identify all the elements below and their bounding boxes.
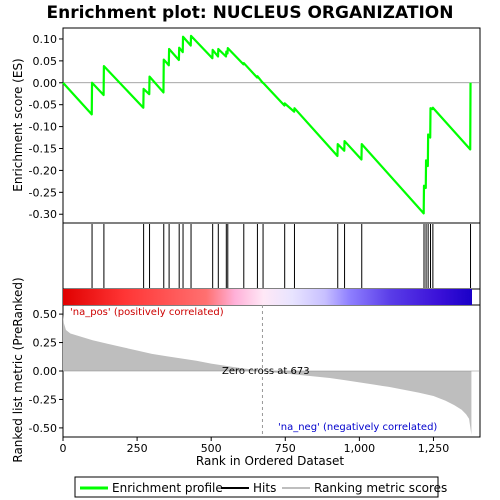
legend-hits-label: Hits (253, 481, 276, 495)
pos-correlated-label: 'na_pos' (positively correlated) (70, 307, 224, 318)
es-tick-label: 0.00 (33, 77, 58, 90)
ranking-heat-bar (63, 289, 472, 305)
legend-profile-label: Enrichment profile (112, 481, 223, 495)
hits-panel-frame (62, 222, 481, 290)
ranking-metric-area (63, 314, 472, 435)
es-tick-label: -0.20 (29, 164, 57, 177)
metric-tick-label: 0.50 (33, 308, 58, 321)
metric-tick-label: 0.00 (33, 365, 58, 378)
metric-tick-label: -0.50 (29, 422, 57, 435)
metric-axis-title: Ranked list metric (PreRanked) (11, 277, 25, 462)
x-tick-label: 500 (201, 442, 222, 455)
x-tick-label: 0 (60, 442, 67, 455)
metric-tick-label: 0.25 (33, 337, 58, 350)
x-tick-label: 750 (275, 442, 296, 455)
es-tick-label: -0.30 (29, 208, 57, 221)
neg-correlated-label: 'na_neg' (negatively correlated) (278, 422, 437, 433)
es-axis-title: Enrichment score (ES) (11, 58, 25, 191)
chart-title: Enrichment plot: NUCLEUS ORGANIZATION (47, 3, 454, 23)
legend-metric-label: Ranking metric scores (314, 481, 447, 495)
es-tick-label: -0.05 (29, 99, 57, 112)
es-panel-frame (62, 27, 481, 224)
x-tick-label: 250 (127, 442, 148, 455)
zero-cross-label: Zero cross at 673 (222, 366, 310, 377)
legend-box (74, 476, 439, 498)
metric-tick-label: -0.25 (29, 393, 57, 406)
es-tick-label: 0.10 (33, 33, 58, 46)
es-tick-label: -0.10 (29, 121, 57, 134)
x-tick-label: 1,250 (418, 442, 450, 455)
es-tick-label: -0.15 (29, 143, 57, 156)
es-tick-label: 0.05 (33, 55, 58, 68)
enrichment-profile-line (62, 34, 472, 215)
x-tick-label: 1,000 (344, 442, 376, 455)
es-tick-label: -0.25 (29, 186, 57, 199)
x-axis-title: Rank in Ordered Dataset (196, 454, 344, 468)
